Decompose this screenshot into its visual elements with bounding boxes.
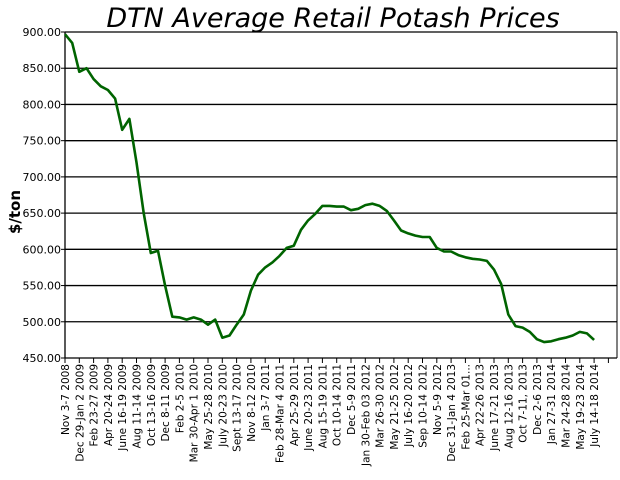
x-tick-label: Nov 3-7 2008 <box>60 364 72 435</box>
y-tick-label: 550.00 <box>23 280 62 293</box>
y-tick-label: 850.00 <box>23 62 62 75</box>
x-tick-label: Aug 15-19 2011 <box>317 364 329 448</box>
y-tick-label: 600.00 <box>23 243 62 256</box>
y-tick-label: 700.00 <box>23 171 62 184</box>
x-tick-label: Mar 24-28 2014 <box>561 364 573 448</box>
x-tick-label: Feb 2-5 2010 <box>174 364 186 433</box>
x-tick-label: Dec 31-Jan 4 2013 <box>446 364 458 462</box>
y-tick-labels: 450.00 500.00 550.00 600.00 650.00 700.00 750.… <box>23 26 62 365</box>
x-tick-label: June 20-23 2011 <box>303 364 315 452</box>
y-tick-label: 750.00 <box>23 135 62 148</box>
x-tick-label: Mar 26-30 2012 <box>375 364 387 448</box>
y-tick-label: 650.00 <box>23 207 62 220</box>
x-tick-label: Apr 25-29 2011 <box>289 364 301 446</box>
x-tick-label: Dec 8-11 2009 <box>160 364 172 442</box>
x-tick-label: Oct 13-16 2009 <box>146 364 158 446</box>
x-tick-label: Oct 7-11, 2013 <box>518 364 530 443</box>
x-tick-label: May 25-28 2010 <box>203 364 215 450</box>
y-tick-label: 900.00 <box>23 26 62 39</box>
x-tick-label: Apr 20-24 2009 <box>103 364 115 446</box>
x-tick-label: Jan 30-Feb 03 2012 <box>360 364 372 467</box>
x-tick-label: Dec 29-Jan 2 2009 <box>74 364 86 462</box>
x-tick-label: Feb 28-Mar 4 2011 <box>275 364 287 463</box>
x-tick-labels: Nov 3-7 2008 Dec 29-Jan 2 2009 Feb 23-27 2… <box>60 364 601 467</box>
x-tick-label: Sep 10-14 2012 <box>418 364 430 448</box>
x-tick-label: June 17-21 2013 <box>489 364 501 452</box>
gridlines <box>61 31 618 363</box>
x-tick-label: Jan 27-31 2014 <box>546 364 558 445</box>
x-tick-label: July 20-23 2010 <box>217 364 229 448</box>
x-tick-label: May 21-25 2012 <box>389 364 401 450</box>
x-tick-label: Mar 30-Apr 1 2010 <box>189 364 201 462</box>
chart-title: DTN Average Retail Potash Prices <box>106 3 559 34</box>
x-tick-label: Aug 12-16 2013 <box>503 364 515 448</box>
x-tick-label: Feb 25-Mar 01... <box>460 364 472 450</box>
x-tick-label: Nov 5-9 2012 <box>432 364 444 435</box>
x-tick-label: Jan 3-7 2011 <box>260 364 272 432</box>
y-tick-label: 450.00 <box>23 352 62 365</box>
x-tick-label: July 16-20 2012 <box>403 364 415 448</box>
x-tick-label: Oct 10-14 2011 <box>332 364 344 446</box>
x-tick-label: Nov 8-12 2010 <box>246 364 258 442</box>
x-tick-label: Dec 5-9 2011 <box>346 364 358 435</box>
x-tick-label: Apr 22-26 2013 <box>475 364 487 446</box>
y-tick-label: 800.00 <box>23 98 62 111</box>
y-axis-label: $/ton <box>6 190 24 234</box>
y-tick-label: 500.00 <box>23 316 62 329</box>
series-line-potash-price <box>63 33 595 344</box>
x-tick-label: Aug 11-14 2009 <box>132 364 144 448</box>
x-tick-label: July 14-18 2014 <box>589 364 601 448</box>
x-tick-label: June 16-19 2009 <box>117 364 129 452</box>
x-tick-label: Feb 23-27 2009 <box>89 364 101 447</box>
x-tick-label: May 19-23 2014 <box>575 364 587 450</box>
x-tick-label: Sept 13-17 2010 <box>232 364 244 452</box>
x-tick-label: Dec 2-6 2013 <box>532 364 544 435</box>
